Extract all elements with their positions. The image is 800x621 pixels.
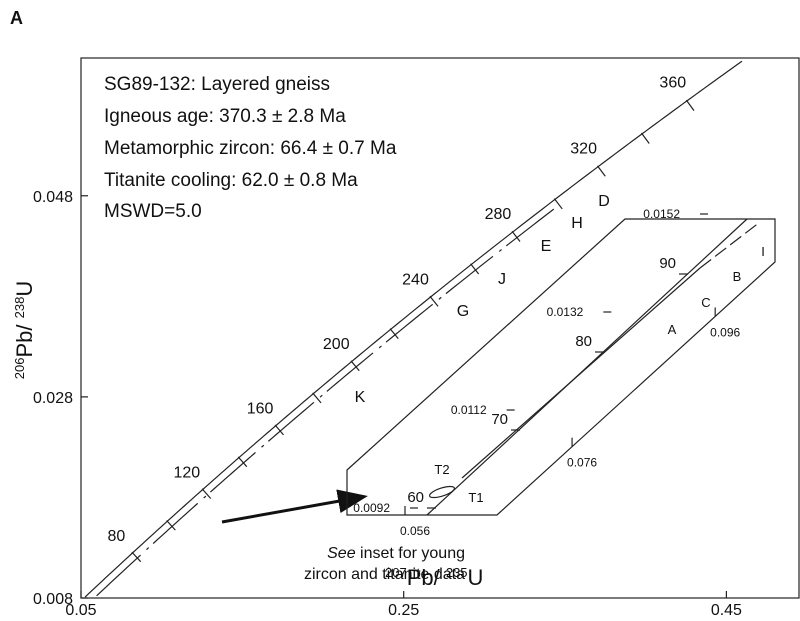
age-tick bbox=[131, 551, 142, 563]
info-text: Igneous age: 370.3 ± 2.8 Ma bbox=[104, 106, 346, 127]
point-label: J bbox=[498, 271, 506, 288]
age-label: 360 bbox=[659, 74, 686, 91]
y-tick-label: 0.048 bbox=[33, 189, 73, 206]
y-tick-label: 0.028 bbox=[33, 390, 73, 407]
age-label: 120 bbox=[173, 465, 200, 482]
inset-y-tick-label: 0.0112 bbox=[451, 403, 487, 417]
age-tick bbox=[596, 165, 606, 177]
x-tick-label: 0.25 bbox=[388, 602, 419, 619]
concordia bbox=[84, 60, 743, 598]
inset-point-label: I bbox=[761, 244, 765, 259]
data-ellipse bbox=[428, 485, 456, 499]
age-tick bbox=[685, 99, 695, 111]
plot-frame bbox=[80, 57, 800, 599]
arrow bbox=[221, 489, 368, 524]
inset-point-label: T1 bbox=[468, 490, 483, 505]
age-tick bbox=[201, 488, 212, 499]
inset-point-label: C bbox=[701, 295, 710, 310]
age-label: 80 bbox=[107, 528, 125, 545]
x-tick-label: 0.05 bbox=[65, 602, 96, 619]
age-minor-tick bbox=[237, 456, 248, 468]
age-tick bbox=[511, 230, 521, 242]
info-text: Titanite cooling: 62.0 ± 0.8 Ma bbox=[104, 170, 358, 191]
inset-point-label: B bbox=[733, 269, 742, 284]
y-tick-label: 0.008 bbox=[33, 591, 73, 608]
inset-point-label: T2 bbox=[434, 462, 449, 477]
age-label: 320 bbox=[570, 141, 597, 158]
inset-point-label: A bbox=[668, 322, 677, 337]
point-label: E bbox=[541, 238, 552, 255]
age-label: 240 bbox=[402, 271, 429, 288]
age-minor-tick bbox=[312, 392, 322, 404]
inset-frame bbox=[346, 218, 776, 516]
point-label: G bbox=[457, 303, 469, 320]
age-tick bbox=[429, 295, 439, 307]
inset-x-tick-label: 0.056 bbox=[400, 524, 430, 538]
age-label: 280 bbox=[485, 206, 512, 223]
inset-x-tick-label: 0.096 bbox=[710, 325, 740, 339]
inset-trend bbox=[699, 221, 761, 269]
age-minor-tick bbox=[470, 263, 480, 275]
y-axis-label: 206Pb/ 238U bbox=[12, 281, 37, 379]
inset-age-label: 60 bbox=[407, 489, 424, 506]
age-tick bbox=[274, 424, 284, 436]
age-minor-tick bbox=[640, 132, 650, 144]
note: See inset for young bbox=[327, 545, 465, 562]
inset-y-tick-label: 0.0132 bbox=[547, 305, 584, 319]
inset-age-label: 90 bbox=[659, 255, 676, 272]
x-axis-label: 207Pb/ 235U bbox=[385, 565, 483, 590]
age-minor-tick bbox=[553, 198, 563, 210]
point-label: D bbox=[598, 193, 610, 210]
age-label: 200 bbox=[323, 336, 350, 353]
note: zircon and titanite data bbox=[304, 566, 465, 583]
point-label: K bbox=[355, 389, 366, 406]
age-tick bbox=[350, 360, 360, 372]
point-label: H bbox=[571, 215, 583, 232]
info-text: Metamorphic zircon: 66.4 ± 0.7 Ma bbox=[104, 138, 397, 159]
inset-y-tick-label: 0.0152 bbox=[643, 207, 680, 221]
inset-age-label: 80 bbox=[575, 333, 592, 350]
panel-label: A bbox=[10, 8, 23, 28]
inset-x-tick-label: 0.076 bbox=[567, 456, 597, 470]
age-minor-tick bbox=[389, 328, 399, 340]
info-text: MSWD=5.0 bbox=[104, 201, 202, 222]
inset-trend bbox=[461, 267, 701, 479]
x-tick-label: 0.45 bbox=[711, 602, 742, 619]
age-minor-tick bbox=[166, 520, 176, 531]
info-text: SG89-132: Layered gneiss bbox=[104, 74, 330, 95]
inset-y-tick-label: 0.0092 bbox=[353, 501, 390, 515]
age-label: 160 bbox=[247, 401, 274, 418]
inset-age-label: 70 bbox=[491, 411, 508, 428]
data-trend bbox=[96, 204, 560, 597]
